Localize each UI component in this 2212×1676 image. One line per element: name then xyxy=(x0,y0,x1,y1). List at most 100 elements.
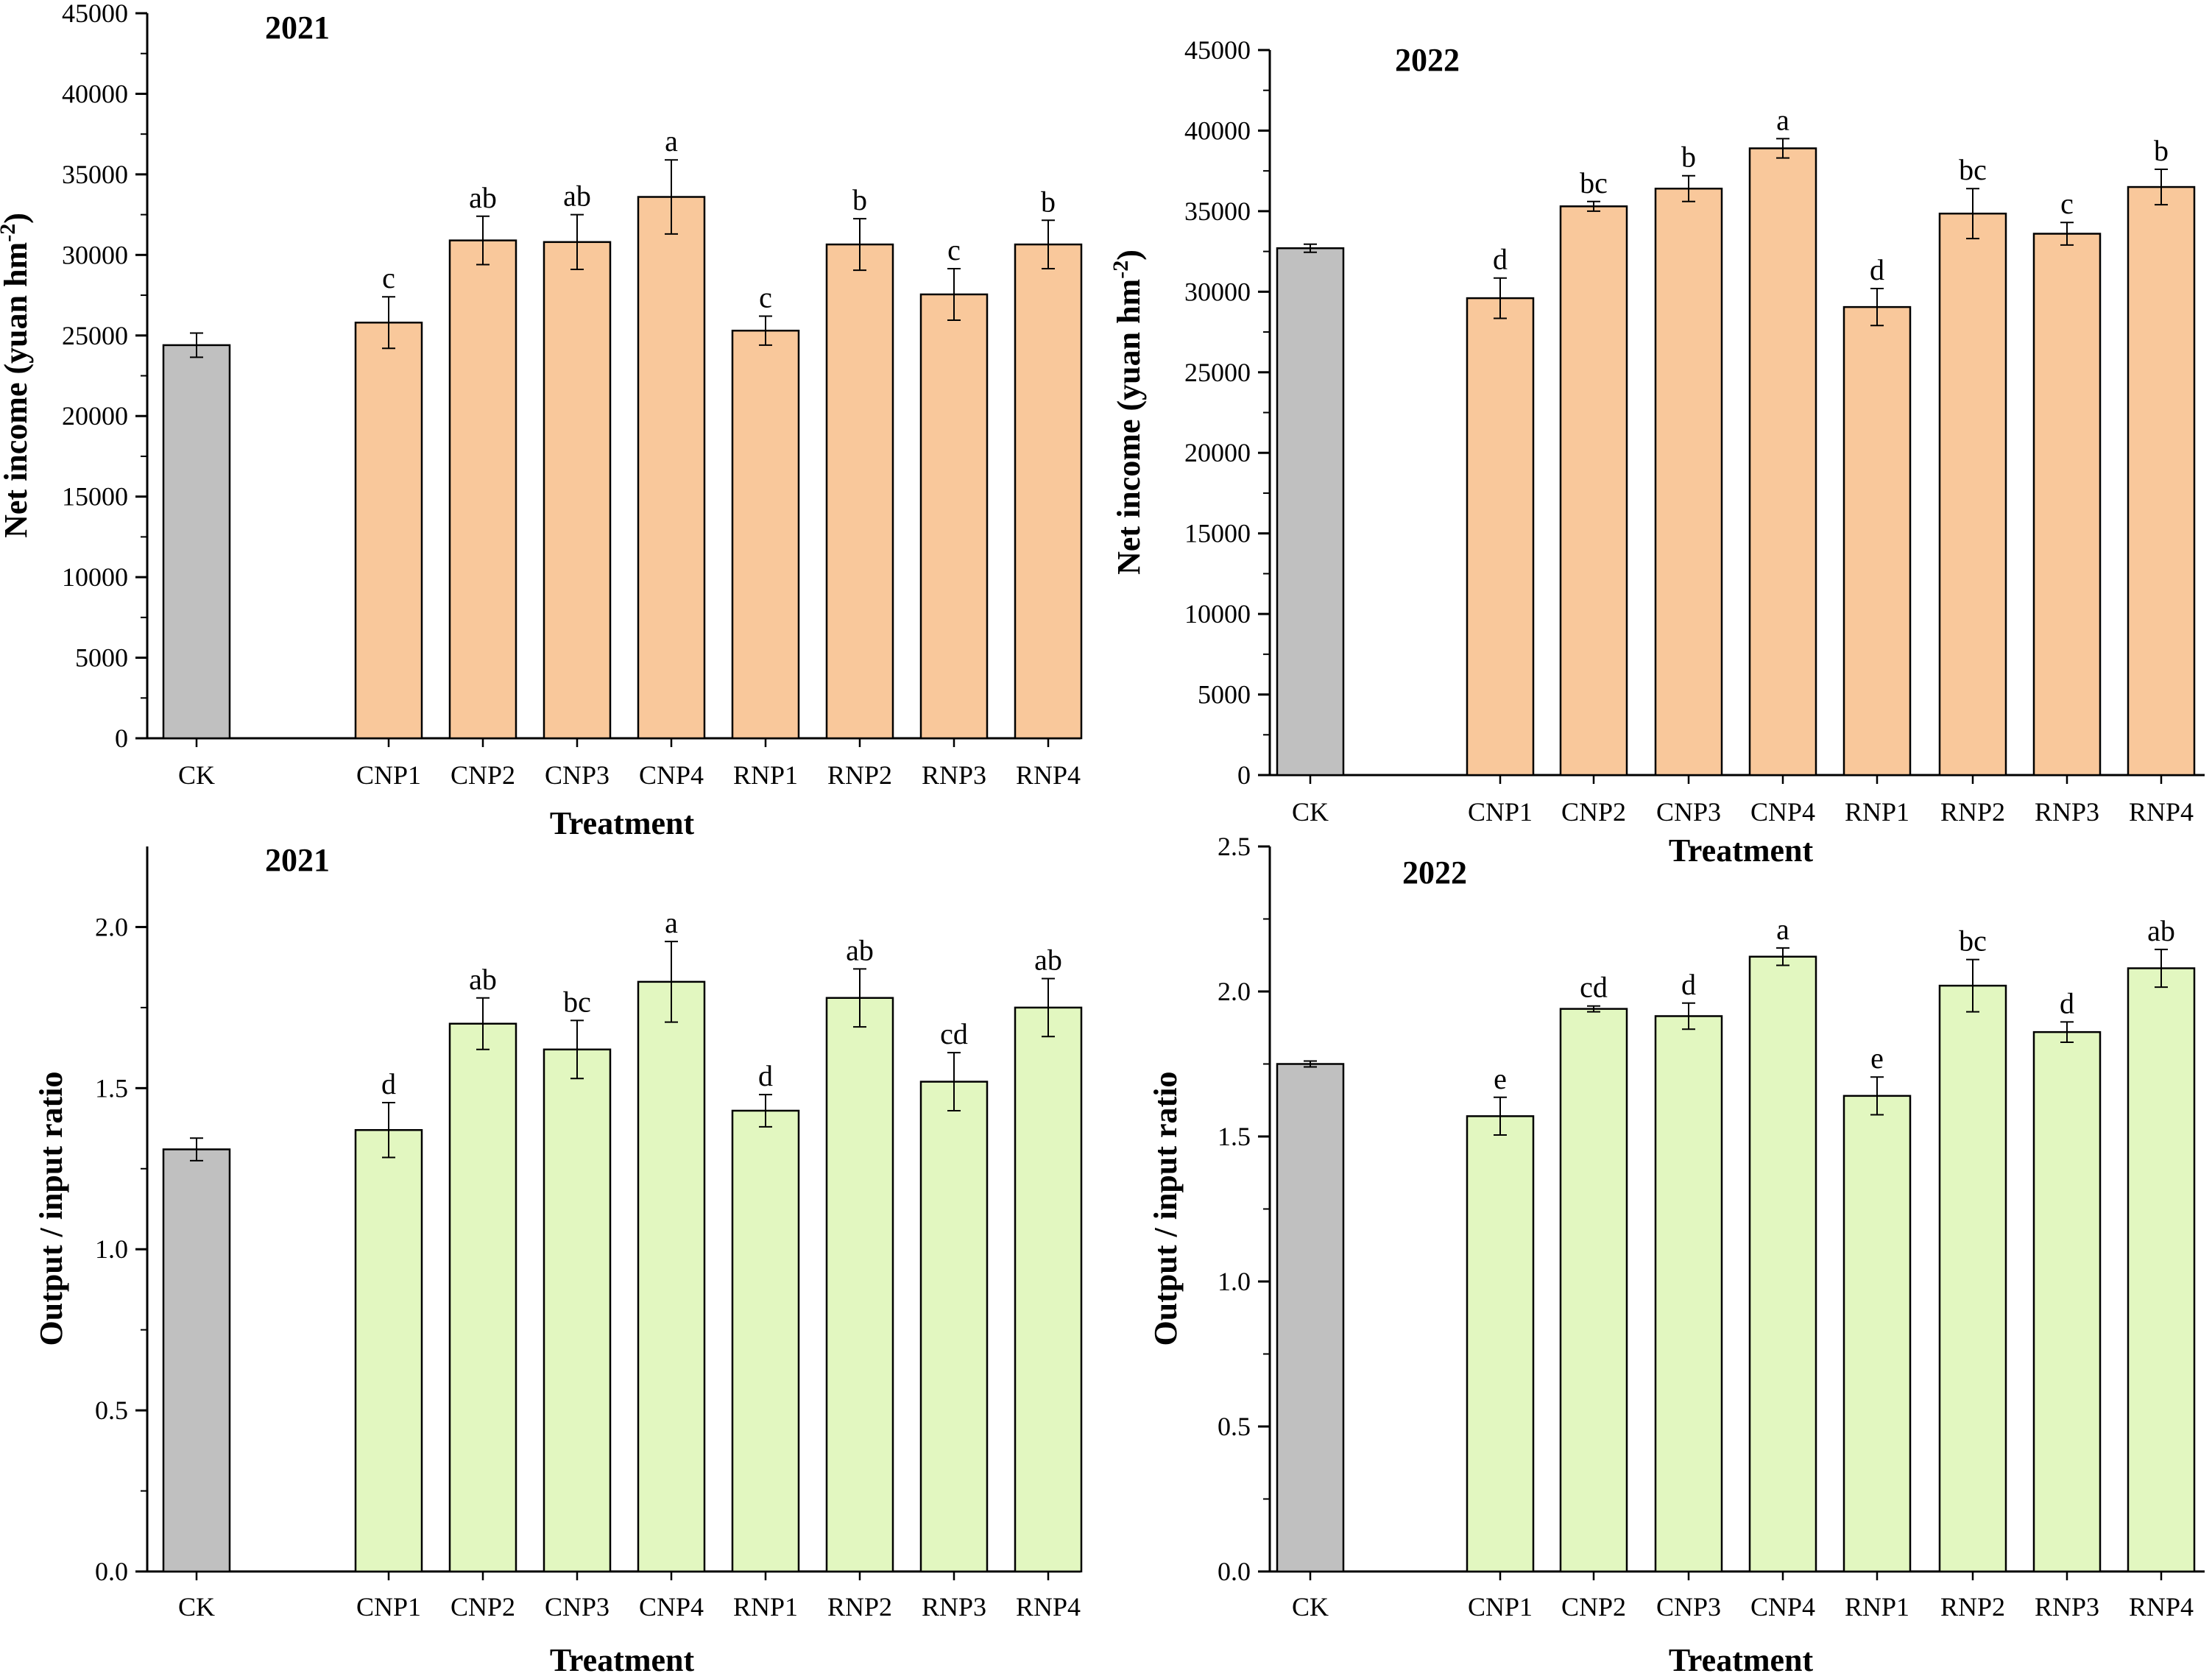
category-label: RNP4 xyxy=(1016,760,1081,790)
error-bar-cnp4 xyxy=(1776,947,1789,966)
category-label: CNP1 xyxy=(356,760,421,790)
category-label: CNP3 xyxy=(1656,797,1721,827)
error-bar-cnp4 xyxy=(1776,138,1789,159)
error-bar-cnp1 xyxy=(1494,277,1507,319)
significance-letter: ab xyxy=(2147,914,2175,947)
significance-letter: d xyxy=(1493,243,1508,276)
bar-ck xyxy=(1276,247,1345,777)
y-tick-label: 0.5 xyxy=(1218,1412,1251,1441)
error-bar-cnp1 xyxy=(382,296,395,350)
significance-letter: ab xyxy=(563,180,591,213)
error-bar-cnp4 xyxy=(665,941,678,1023)
error-bar-rnp1 xyxy=(1870,1076,1884,1116)
y-tick-label: 30000 xyxy=(1184,277,1251,306)
x-axis-title: Treatment xyxy=(1669,1642,1814,1676)
bar-rnp1 xyxy=(1842,305,1912,777)
bar-rnp3 xyxy=(919,1081,989,1573)
category-label: RNP1 xyxy=(1845,797,1909,827)
y-tick-label: 0 xyxy=(115,724,128,753)
bar-rnp1 xyxy=(731,329,800,740)
bar-cnp2 xyxy=(448,239,517,740)
category-label: CK xyxy=(1292,797,1329,827)
x-axis-title: Treatment xyxy=(1669,832,1814,869)
error-bar-cnp1 xyxy=(382,1102,395,1159)
category-label: CNP1 xyxy=(1468,797,1533,827)
category-label: CNP4 xyxy=(1750,797,1815,827)
bar-cnp3 xyxy=(543,1048,612,1573)
error-bar-rnp2 xyxy=(853,218,866,272)
y-tick-label: 40000 xyxy=(1184,116,1251,145)
y-tick-label: 0.0 xyxy=(1218,1557,1251,1586)
significance-letter: d xyxy=(2060,986,2074,1019)
y-tick-label: 25000 xyxy=(62,321,128,350)
error-bar-rnp4 xyxy=(1042,219,1055,269)
category-label: CNP2 xyxy=(1561,1592,1626,1622)
error-bar-rnp4 xyxy=(2155,948,2168,989)
error-bar-rnp2 xyxy=(853,968,866,1028)
bar-rnp3 xyxy=(919,293,989,740)
y-tick-label: 1.0 xyxy=(95,1234,128,1264)
error-bar-cnp2 xyxy=(1587,1005,1600,1013)
y-tick-label: 1.0 xyxy=(1218,1267,1251,1296)
category-label: RNP4 xyxy=(2129,797,2194,827)
category-label: CK xyxy=(178,1592,215,1622)
bar-rnp3 xyxy=(2032,233,2102,777)
y-tick-label: 30000 xyxy=(62,240,128,269)
error-bar-cnp2 xyxy=(1587,200,1600,212)
error-bar-rnp1 xyxy=(759,1094,772,1128)
bar-ck xyxy=(1276,1063,1345,1573)
category-label: CNP3 xyxy=(545,1592,609,1622)
y-tick-label: 10000 xyxy=(62,562,128,592)
bar-rnp2 xyxy=(1938,212,2007,777)
panel-title: 2022 xyxy=(1395,42,1460,78)
y-tick-label: 1.5 xyxy=(1218,1122,1251,1151)
bar-cnp2 xyxy=(1559,205,1628,777)
y-tick-label: 2.0 xyxy=(95,912,128,941)
bar-cnp2 xyxy=(448,1022,517,1573)
significance-letter: cd xyxy=(1580,971,1608,1004)
y-tick-label: 15000 xyxy=(62,482,128,512)
bar-rnp1 xyxy=(731,1109,800,1573)
significance-letter: bc xyxy=(1959,924,1987,958)
y-axis-title: Net income (yuan hm-2) xyxy=(1109,250,1147,575)
category-label: RNP2 xyxy=(1940,797,2005,827)
significance-letter: d xyxy=(1681,968,1696,1001)
bar-rnp3 xyxy=(2032,1030,2102,1573)
significance-letter: e xyxy=(1870,1042,1884,1075)
significance-letter: a xyxy=(665,124,678,158)
significance-letter: d xyxy=(1870,253,1884,286)
significance-letter: c xyxy=(759,281,772,314)
significance-letter: bc xyxy=(563,985,591,1018)
significance-letter: d xyxy=(381,1067,396,1100)
significance-letter: e xyxy=(1494,1062,1507,1095)
error-bar-rnp1 xyxy=(759,315,772,346)
error-bar-rnp3 xyxy=(947,267,961,321)
bar-cnp4 xyxy=(1748,147,1817,777)
y-tick-label: 2.0 xyxy=(1218,977,1251,1006)
significance-letter: ab xyxy=(846,933,874,966)
category-label: CK xyxy=(1292,1592,1329,1622)
significance-letter: b xyxy=(2154,134,2169,167)
error-bar-rnp3 xyxy=(947,1052,961,1111)
panel-title: 2021 xyxy=(265,842,330,878)
error-bar-rnp3 xyxy=(2060,1021,2074,1043)
significance-letter: b xyxy=(1041,185,1056,218)
category-label: RNP1 xyxy=(1845,1592,1909,1622)
y-tick-label: 35000 xyxy=(62,160,128,189)
bar-cnp3 xyxy=(1654,1015,1723,1573)
y-tick-label: 45000 xyxy=(1184,35,1251,65)
category-label: CNP1 xyxy=(356,1592,421,1622)
y-tick-label: 5000 xyxy=(75,643,128,673)
error-bar-ck xyxy=(190,1137,203,1161)
y-tick-label: 2.5 xyxy=(1218,832,1251,861)
error-bar-rnp4 xyxy=(2155,168,2168,206)
bar-rnp2 xyxy=(825,243,894,740)
bar-ck xyxy=(162,344,231,740)
significance-letter: ab xyxy=(1034,943,1062,976)
significance-letter: ab xyxy=(469,963,497,996)
category-label: CNP4 xyxy=(1750,1592,1815,1622)
significance-letter: b xyxy=(1681,141,1696,174)
bar-rnp4 xyxy=(1014,1006,1083,1573)
category-label: RNP1 xyxy=(733,760,798,790)
category-label: CNP2 xyxy=(450,1592,515,1622)
